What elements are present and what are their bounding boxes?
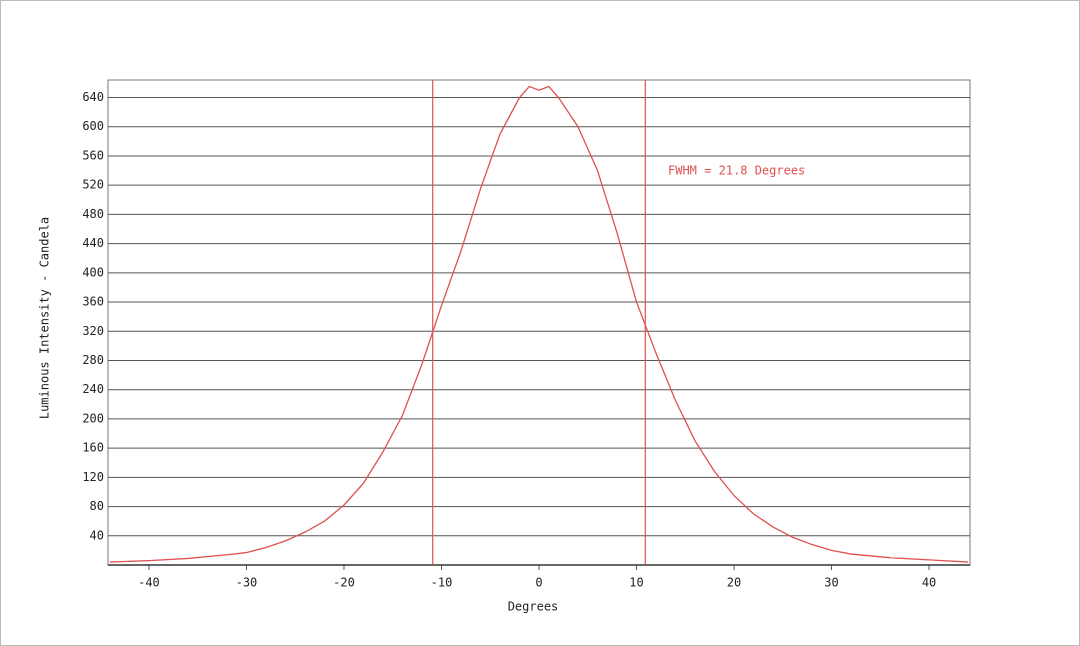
y-tick-label: 240 <box>82 382 104 396</box>
annotation: FWHM = 21.8 Degrees <box>668 164 805 178</box>
y-tick-label: 120 <box>82 470 104 484</box>
x-tick-label: -30 <box>236 576 258 590</box>
x-tick-label: -40 <box>138 576 160 590</box>
y-tick-label: 440 <box>82 236 104 250</box>
y-tick-label: 640 <box>82 90 104 104</box>
y-axis-label: Luminous Intensity - Candela <box>38 217 52 419</box>
x-tick-label: -10 <box>431 576 453 590</box>
y-tick-label: 600 <box>82 119 104 133</box>
y-tick-label: 400 <box>82 265 104 279</box>
x-tick-label: 0 <box>535 576 542 590</box>
y-tick-label: 200 <box>82 411 104 425</box>
y-tick-label: 40 <box>90 528 104 542</box>
plot-area <box>107 79 971 566</box>
y-tick-label: 160 <box>82 441 104 455</box>
y-tick-label: 480 <box>82 207 104 221</box>
x-tick-label: 10 <box>629 576 643 590</box>
y-tick-label: 280 <box>82 353 104 367</box>
y-tick-label: 320 <box>82 324 104 338</box>
y-tick-label: 520 <box>82 178 104 192</box>
x-axis-label: Degrees <box>508 600 559 614</box>
intensity-curve <box>109 85 969 563</box>
x-tick-label: 40 <box>922 576 936 590</box>
y-tick-label: 560 <box>82 148 104 162</box>
x-tick-label: 20 <box>727 576 741 590</box>
y-tick-label: 80 <box>90 499 104 513</box>
y-tick-label: 360 <box>82 295 104 309</box>
x-tick-label: -20 <box>333 576 355 590</box>
x-tick-label: 30 <box>824 576 838 590</box>
